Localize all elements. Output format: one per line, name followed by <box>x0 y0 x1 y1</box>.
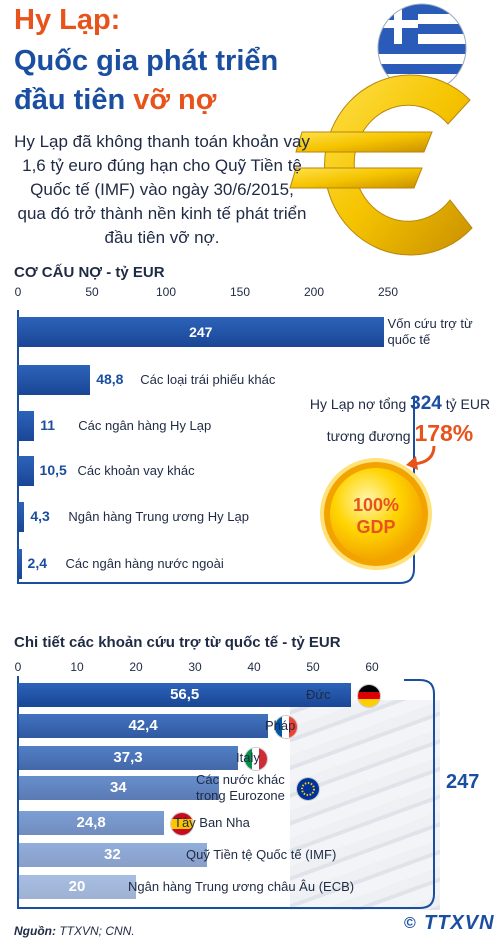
chart2-value-label: 37,3 <box>113 749 143 766</box>
chart1-frame <box>17 310 415 584</box>
chart1-tick-label: 100 <box>155 285 177 299</box>
chart1-value-label: 48,8 <box>96 371 124 387</box>
chart1-value-label: 11 <box>40 417 56 433</box>
chart2-title: Chi tiết các khoản cứu trợ từ quốc tế - … <box>14 634 341 651</box>
chart1-category-label: Các khoản vay khác <box>77 463 195 478</box>
callout-total-number: 324 <box>410 393 442 414</box>
source-label: Nguồn: <box>14 924 56 938</box>
banknotes-background <box>290 700 440 910</box>
chart1-tick-label: 200 <box>303 285 325 299</box>
gdp-circle-label: GDP <box>356 517 396 537</box>
chart2-bar <box>18 746 239 770</box>
chart2-bar <box>18 683 352 707</box>
spain-flag-icon <box>170 812 195 836</box>
chart1-category-label: Vốn cứu trợ từ quốc tế <box>387 316 473 347</box>
callout-line-1-pre: Hy Lạp nợ tổng <box>309 396 411 412</box>
chart2-value-label: 32 <box>104 846 121 863</box>
chart2-frame <box>17 676 435 909</box>
callout-line-1-post: tỷ EUR <box>441 396 491 412</box>
chart1-bar <box>18 317 384 347</box>
chart2-tick-label: 20 <box>129 660 143 674</box>
chart2-bar <box>18 843 207 867</box>
chart1-category-label: Các ngân hàng nước ngoài <box>65 556 224 571</box>
chart1-value-label: 4,3 <box>30 508 50 524</box>
chart1-bar <box>18 456 34 486</box>
germany-flag-icon <box>357 684 382 708</box>
france-flag-icon <box>274 715 299 739</box>
chart2-tick-label: 60 <box>365 660 379 674</box>
chart1-category-label: Ngân hàng Trung ương Hy Lạp <box>68 509 249 524</box>
chart1-tick-label: 250 <box>377 285 399 299</box>
chart2-category-label: Italy <box>236 750 260 765</box>
chart2-value-label: 56,5 <box>170 686 200 703</box>
chart2-category-label: Quỹ Tiền tệ Quốc tế (IMF) <box>186 847 337 862</box>
euro-sign-illustration <box>289 3 473 256</box>
title-line-2: Quốc gia phát triển <box>14 45 279 77</box>
aid-total: 247 <box>446 771 480 793</box>
source-text: TTXVN; CNN. <box>59 924 135 938</box>
chart2-tick-label: 10 <box>70 660 84 674</box>
title-line-3b: vỡ nợ <box>133 84 217 116</box>
chart2-category-label: Ngân hàng Trung ương châu Âu (ECB) <box>128 879 355 894</box>
title-line-3a: đầu tiên <box>14 84 134 116</box>
chart1-bar <box>18 549 22 579</box>
chart2-tick-label: 30 <box>188 660 202 674</box>
chart1-bar <box>18 365 91 395</box>
chart1-category-label: Các loại trái phiếu khác <box>140 372 276 387</box>
chart2-value-label: 24,8 <box>76 814 106 831</box>
chart2-bar <box>18 875 136 899</box>
chart2-bar <box>18 714 269 738</box>
gdp-circle-percent: 100% <box>352 495 400 515</box>
callout-line-2-pre: tương đương <box>326 428 415 444</box>
chart1-value-label: 2,4 <box>27 555 48 571</box>
chart2-tick-label: 0 <box>14 660 22 674</box>
title-line-3: đầu tiên vỡ nợ <box>14 84 216 117</box>
chart1-category-label: Các ngân hàng Hy Lạp <box>78 418 212 433</box>
gdp-circle: 100% GDP <box>324 462 428 566</box>
chart2-category-label: Đức <box>306 687 331 702</box>
copyright-icon: © <box>404 915 416 932</box>
chart1-bar <box>18 411 35 441</box>
chart1-tick-label: 50 <box>85 285 99 299</box>
chart1-bar <box>18 502 25 532</box>
italy-flag-icon <box>244 747 269 771</box>
chart1-tick-label: 150 <box>229 285 251 299</box>
chart2-category-label: Tây Ban Nha <box>174 815 250 830</box>
intro-paragraph: Hy Lạp đã không thanh toán khoản vay 1,6… <box>14 132 310 247</box>
chart2-value-label: 20 <box>68 878 86 895</box>
callout-line-2: tương đương 178% <box>300 420 500 447</box>
callout-line-1: Hy Lạp nợ tổng 324 tỷ EUR <box>300 393 500 415</box>
chart2-tick-label: 50 <box>306 660 320 674</box>
chart2-category-label: Pháp <box>265 718 296 733</box>
chart2-tick-label: 40 <box>247 660 261 674</box>
title-line-1: Hy Lạp: <box>14 4 121 36</box>
chart1-title: CƠ CẤU NỢ - tỷ EUR <box>14 264 165 281</box>
chart2-bar <box>18 811 165 835</box>
chart1-tick-label: 0 <box>14 285 22 299</box>
chart1-value-label: 247 <box>189 324 213 340</box>
ttxvn-logo: TTXVN <box>424 912 495 934</box>
chart2-value-label: 42,4 <box>128 717 158 734</box>
callout-arrow-icon <box>406 446 436 470</box>
chart2-bar <box>18 776 219 800</box>
chart1-value-label: 10,5 <box>39 462 67 478</box>
callout-percent: 178% <box>414 420 474 446</box>
chart2-value-label: 34 <box>109 779 127 796</box>
eu-flag-icon <box>296 777 320 801</box>
source-note: Nguồn: TTXVN; CNN. <box>14 924 135 938</box>
chart2-category-label: Các nước khác trong Eurozone <box>196 772 285 803</box>
